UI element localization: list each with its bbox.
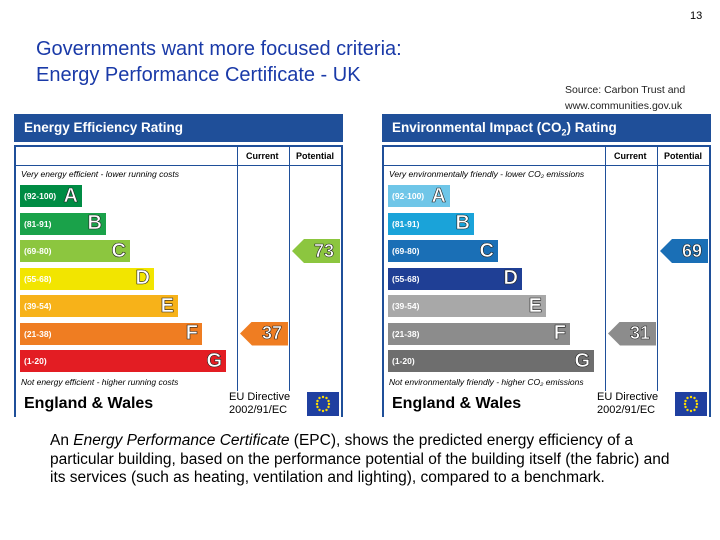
band-letter: G — [206, 349, 222, 372]
rating-band-e: (39-54) E — [388, 294, 546, 317]
band-range: (21-38) — [392, 328, 420, 339]
band-letter: F — [185, 322, 198, 345]
band-range: (92-100) — [392, 191, 425, 201]
rating-band-d: (55-68) D — [20, 267, 154, 290]
title-line-2: Energy Performance Certificate - UK — [36, 64, 361, 86]
energy-directive-line-1: EU Directive — [229, 391, 291, 403]
band-letter: D — [135, 267, 150, 290]
title-line-1: Governments want more focused criteria: — [36, 38, 402, 60]
description-emphasis: Energy Performance Certificate — [73, 432, 290, 449]
environment-region: England & Wales — [392, 395, 522, 412]
source-note: Source: Carbon Trust and www.communities… — [565, 82, 685, 114]
environment-heading-suffix: ) Rating — [566, 120, 617, 135]
environment-directive-line-1: EU Directive — [597, 391, 659, 403]
page-title: Governments want more focused criteria: … — [36, 36, 402, 88]
environment-heading-sub: 2 — [561, 127, 567, 138]
band-range: (55-68) — [392, 273, 420, 284]
band-letter: B — [455, 212, 470, 235]
rating-band-g: (1-20) G — [20, 349, 226, 372]
description-rest: (EPC), shows the predicted energy effici… — [50, 432, 670, 486]
energy-current-header: Current — [246, 151, 279, 161]
eu-flag-icon — [307, 392, 339, 416]
band-range: (81-91) — [392, 218, 420, 229]
energy-potential-arrow: 73 — [292, 239, 340, 263]
rating-band-b: (81-91) B — [388, 212, 474, 235]
environment-potential-header: Potential — [664, 151, 703, 161]
energy-rating-box: Current Potential Very energy efficient … — [14, 145, 343, 417]
page-number: 13 — [690, 10, 703, 22]
rating-band-c: (69-80) C — [388, 239, 498, 262]
energy-footer: England & Wales EU Directive 2002/91/EC — [16, 391, 341, 417]
band-letter: E — [528, 294, 542, 317]
environment-heading: Environmental Impact (CO2) Rating — [382, 114, 711, 142]
band-letter: B — [87, 212, 102, 235]
band-letter: F — [553, 322, 566, 345]
eu-flag-icon — [675, 392, 707, 416]
band-letter: E — [160, 294, 174, 317]
band-letter: A — [431, 184, 446, 207]
rating-band-g: (1-20) G — [388, 349, 594, 372]
band-letter: C — [111, 239, 126, 262]
environment-directive-line-2: 2002/91/EC — [597, 404, 656, 416]
band-letter: G — [574, 349, 590, 372]
energy-heading: Energy Efficiency Rating — [14, 114, 343, 142]
energy-bottom-text: Not energy efficient - higher running co… — [21, 377, 179, 387]
band-letter: A — [63, 184, 78, 207]
epc-description: An Energy Performance Certificate (EPC),… — [50, 432, 670, 488]
environmental-impact-panel: Environmental Impact (CO2) Rating Curren… — [382, 114, 711, 417]
band-letter: C — [479, 239, 494, 262]
energy-current-arrow: 37 — [240, 321, 288, 346]
energy-efficiency-panel: Energy Efficiency Rating Current Potenti… — [14, 114, 343, 417]
rating-band-c: (69-80) C — [20, 239, 130, 262]
environment-current-header: Current — [614, 151, 647, 161]
rating-band-a: (92-100) A — [388, 184, 450, 207]
band-range: (39-54) — [392, 301, 420, 311]
band-range: (55-68) — [24, 273, 52, 284]
energy-top-text: Very energy efficient - lower running co… — [21, 169, 179, 179]
environment-heading-prefix: Environmental Impact (CO — [392, 120, 562, 135]
environment-top-text: Very environmentally friendly - lower CO… — [389, 169, 585, 179]
rating-band-f: (21-38) F — [388, 322, 570, 345]
energy-directive: EU Directive 2002/91/EC — [229, 391, 290, 417]
band-range: (1-20) — [392, 356, 415, 366]
band-range: (69-80) — [392, 246, 420, 256]
band-range: (39-54) — [24, 301, 52, 311]
energy-directive-line-2: 2002/91/EC — [229, 404, 288, 416]
environment-potential-arrow: 69 — [660, 239, 708, 263]
band-range: (1-20) — [24, 356, 47, 366]
environment-current-arrow: 31 — [608, 321, 656, 346]
environment-rating-box: Current Potential Very environmentally f… — [382, 145, 711, 417]
environment-footer: England & Wales EU Directive 2002/91/EC — [384, 391, 709, 417]
environment-directive: EU Directive 2002/91/EC — [597, 391, 658, 417]
energy-region: England & Wales — [24, 395, 154, 412]
rating-band-d: (55-68) D — [388, 267, 522, 290]
band-range: (81-91) — [24, 218, 52, 229]
band-letter: D — [503, 267, 518, 290]
environment-bottom-text: Not environmentally friendly - higher CO… — [389, 377, 584, 387]
rating-band-e: (39-54) E — [20, 294, 178, 317]
energy-potential-header: Potential — [296, 151, 335, 161]
rating-band-b: (81-91) B — [20, 212, 106, 235]
rating-band-f: (21-38) F — [20, 322, 202, 345]
description-prefix: An — [50, 432, 74, 449]
source-line-1: Source: Carbon Trust and — [565, 84, 686, 96]
band-range: (69-80) — [24, 246, 52, 256]
rating-band-a: (92-100) A — [20, 184, 82, 207]
band-range: (92-100) — [24, 191, 57, 201]
source-line-2: www.communities.gov.uk — [565, 100, 683, 112]
band-range: (21-38) — [24, 328, 52, 339]
